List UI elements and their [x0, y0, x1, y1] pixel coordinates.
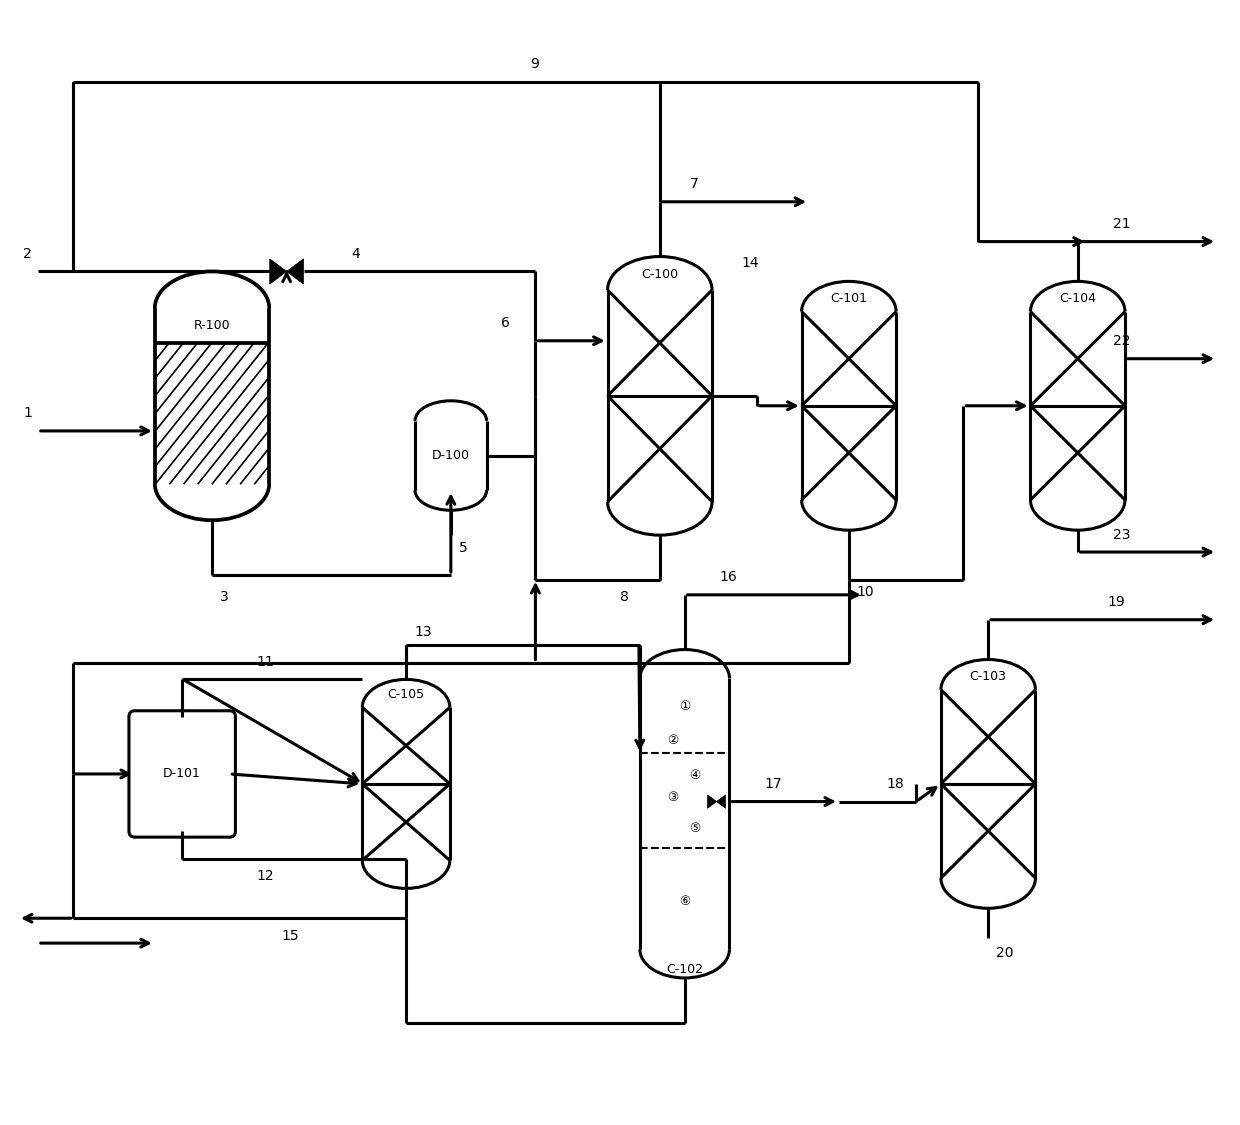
- Text: 19: 19: [1107, 595, 1126, 609]
- Text: 17: 17: [764, 776, 782, 791]
- Text: 10: 10: [857, 585, 874, 598]
- Text: C-101: C-101: [831, 291, 867, 305]
- Text: 4: 4: [351, 246, 360, 261]
- Text: 14: 14: [742, 256, 760, 270]
- Text: 16: 16: [719, 570, 738, 584]
- Text: ⑤: ⑤: [689, 822, 701, 835]
- Polygon shape: [708, 795, 717, 808]
- Text: C-102: C-102: [666, 963, 703, 975]
- Text: 1: 1: [24, 406, 32, 420]
- Text: ②: ②: [667, 735, 678, 747]
- Text: 5: 5: [459, 541, 467, 555]
- Text: 21: 21: [1112, 217, 1130, 231]
- Text: 20: 20: [996, 946, 1013, 960]
- Text: C-103: C-103: [970, 669, 1007, 683]
- Text: 2: 2: [24, 246, 32, 261]
- Text: 23: 23: [1112, 528, 1130, 542]
- Text: C-104: C-104: [1059, 291, 1096, 305]
- Text: ⑥: ⑥: [680, 896, 691, 908]
- Text: D-100: D-100: [432, 449, 470, 462]
- Text: 8: 8: [620, 590, 629, 604]
- Text: ③: ③: [667, 791, 678, 804]
- Text: 18: 18: [887, 776, 904, 791]
- Text: C-105: C-105: [387, 688, 424, 701]
- Text: ①: ①: [680, 700, 691, 713]
- Polygon shape: [717, 795, 725, 808]
- Text: D-101: D-101: [164, 767, 201, 781]
- Text: 11: 11: [257, 655, 274, 669]
- Text: 7: 7: [689, 177, 698, 191]
- Text: 13: 13: [414, 624, 432, 639]
- Text: 15: 15: [281, 929, 299, 943]
- Text: ④: ④: [689, 770, 701, 782]
- Polygon shape: [270, 259, 286, 285]
- Text: C-100: C-100: [641, 269, 678, 281]
- Polygon shape: [286, 259, 304, 285]
- Text: 9: 9: [531, 57, 539, 72]
- Text: R-100: R-100: [193, 319, 231, 332]
- Text: 6: 6: [501, 316, 510, 330]
- Text: 3: 3: [219, 590, 228, 604]
- Text: 12: 12: [257, 868, 274, 883]
- Text: 22: 22: [1112, 334, 1130, 348]
